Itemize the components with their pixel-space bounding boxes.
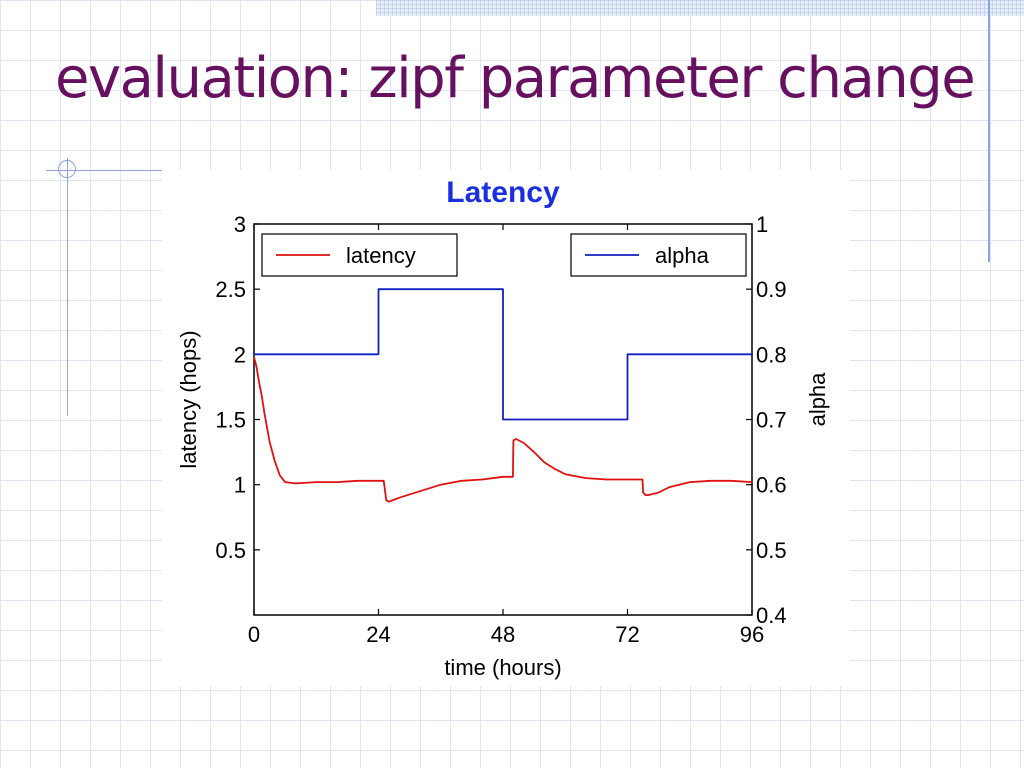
series-line-latency — [253, 356, 753, 503]
legend-label-alpha: alpha — [655, 243, 710, 268]
y2-tick-label: 0.7 — [756, 408, 787, 433]
top-band-decoration — [376, 0, 1024, 16]
y-tick-label: 2 — [234, 342, 246, 367]
y-tick-label: 3 — [234, 212, 246, 237]
chart-panel: Latency 0 24 48 72 96 0.5 1 1.5 2 2.5 3 0.4 0.5 0.6 0.7… — [162, 170, 850, 686]
legend-label-latency: latency — [346, 243, 416, 268]
y-tick-label: 2.5 — [215, 277, 246, 302]
slide-title: evaluation: zipf parameter change — [55, 46, 976, 111]
y2-tick-label: 0.9 — [756, 277, 787, 302]
series-line-alpha — [254, 288, 752, 421]
x-tick-label: 72 — [615, 622, 639, 647]
x-axis-label: time (hours) — [444, 655, 561, 680]
x-tick-label: 48 — [491, 622, 515, 647]
y2-tick-label: 1 — [756, 212, 768, 237]
y2-tick-label: 0.8 — [756, 342, 787, 367]
y2-tick-label: 0.4 — [756, 603, 787, 628]
ring-ornament-icon — [58, 160, 76, 178]
vertical-rule-decoration — [67, 158, 68, 416]
y-tick-label: 0.5 — [215, 538, 246, 563]
chart-title: Latency — [446, 176, 560, 209]
latency-chart: Latency 0 24 48 72 96 0.5 1 1.5 2 2.5 3 0.4 0.5 0.6 0.7… — [176, 176, 830, 680]
y2-tick-label: 0.5 — [756, 538, 787, 563]
x-tick-label: 24 — [366, 622, 390, 647]
y2-axis-label: alpha — [805, 372, 830, 427]
y-tick-label: 1.5 — [215, 408, 246, 433]
horizontal-rule-decoration — [46, 170, 246, 171]
y-axis-label: latency (hops) — [176, 330, 201, 468]
y-tick-label: 1 — [234, 473, 246, 498]
x-tick-label: 0 — [248, 622, 260, 647]
right-rule-decoration — [988, 0, 990, 262]
y2-tick-label: 0.6 — [756, 473, 787, 498]
x-tick-label: 96 — [740, 622, 764, 647]
